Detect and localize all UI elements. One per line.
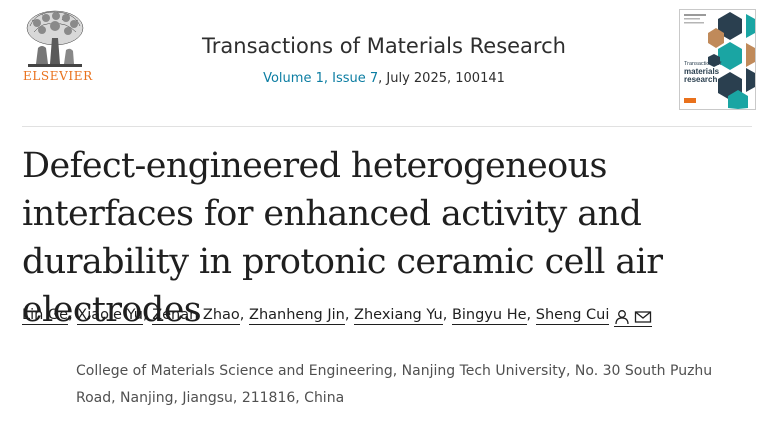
header-divider	[22, 126, 752, 127]
author-affiliation: College of Materials Science and Enginee…	[76, 363, 713, 406]
envelope-icon	[635, 311, 652, 323]
author-link[interactable]: Zhexiang Yu	[354, 307, 443, 325]
author-link[interactable]: Xiaole Yu	[77, 307, 143, 325]
author-link[interactable]: Zenan Zhao	[152, 307, 240, 325]
article-title: Defect-engineered heterogeneous interfac…	[22, 146, 663, 330]
author-list: Lin Ge, Xiaole Yu, Zenan Zhao, Zhanheng …	[22, 307, 762, 327]
cover-title: Transactions of materials research	[684, 61, 721, 84]
author-link[interactable]: Zhanheng Jin	[249, 307, 345, 325]
author-link[interactable]: Bingyu He	[451, 307, 527, 325]
author-separator: ,	[442, 307, 452, 323]
author-separator: ,	[344, 307, 355, 323]
cover-title-line3: research	[684, 75, 718, 84]
journal-cover-image[interactable]: Transactions of materials research	[679, 9, 756, 110]
cover-title-line2: materials	[684, 67, 720, 76]
author-link-corresponding[interactable]: Sheng Cui	[535, 307, 610, 325]
cover-title-line1: Transactions of	[684, 61, 722, 67]
elsevier-tree-logo-icon	[26, 10, 84, 67]
author-separator: ,	[526, 307, 536, 323]
journal-issue-info: Volume 1, Issue 7, July 2025, 100141	[150, 71, 618, 86]
author-separator: ,	[239, 307, 250, 323]
person-icon	[615, 310, 630, 325]
issue-date-article-number: , July 2025, 100141	[378, 71, 505, 86]
author-separator: ,	[68, 307, 78, 323]
author-link[interactable]: Lin Ge	[22, 307, 69, 325]
author-separator: ,	[142, 307, 153, 323]
elsevier-logo[interactable]	[22, 8, 88, 84]
cover-artwork	[680, 10, 755, 109]
volume-issue-link[interactable]: Volume 1, Issue 7	[263, 71, 379, 86]
journal-title-link[interactable]: Transactions of Materials Research	[202, 34, 566, 58]
publisher-name: ELSEVIER	[23, 69, 93, 83]
corresponding-author-icons[interactable]	[614, 309, 653, 327]
